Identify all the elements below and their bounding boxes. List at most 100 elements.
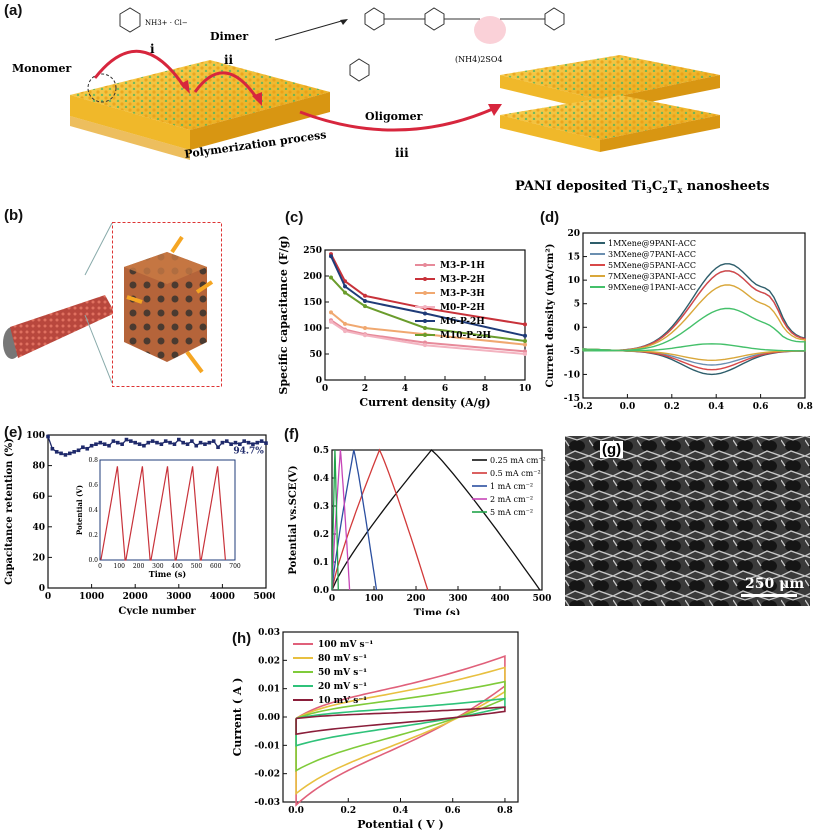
data-point <box>343 321 347 326</box>
y-axis-label: Capacitance retention (%) <box>4 438 15 585</box>
data-point <box>264 441 268 445</box>
y-tick-label: 10 <box>567 276 580 286</box>
data-point <box>159 442 164 446</box>
chart-e: 010002000300040005000020406080100Cycle n… <box>4 431 275 615</box>
reagent-nh3: NH3+ · Cl− <box>145 19 188 27</box>
ion-arrow <box>185 350 204 374</box>
x-tick-label: 400 <box>491 594 510 604</box>
data-point <box>238 442 242 446</box>
legend-label: 80 mV s⁻¹ <box>318 654 367 664</box>
y-tick-label: 0.0 <box>313 586 329 596</box>
inset-y-tick-label: 0.4 <box>88 507 98 514</box>
x-tick-label: 6 <box>442 384 448 394</box>
y-tick-label: 60 <box>32 492 45 502</box>
panel-g-label: (g) <box>600 441 624 458</box>
data-point <box>343 284 347 289</box>
data-point <box>259 439 264 443</box>
x-tick-label: 0.4 <box>393 806 409 816</box>
y-tick-label: 15 <box>567 253 580 263</box>
data-point <box>115 440 120 445</box>
data-point <box>246 440 251 445</box>
product-label: PANI deposited Ti3C2Tx nanosheets <box>515 179 769 195</box>
data-point <box>363 298 367 303</box>
data-point <box>89 443 94 448</box>
mxene-stack-right <box>500 55 720 152</box>
y-tick-label: -0.01 <box>254 741 280 751</box>
x-tick-label: 1000 <box>79 592 104 602</box>
arrow-step-ii <box>193 71 260 101</box>
data-point <box>63 453 68 457</box>
data-point <box>72 450 76 454</box>
legend-marker <box>423 319 427 323</box>
x-tick-label: 0.8 <box>497 806 513 816</box>
inset-y-tick-label: 0.6 <box>88 482 98 489</box>
y-axis-label: Potential vs.SCE(V) <box>288 465 299 574</box>
x-axis-label: Current density (A/g) <box>359 396 490 409</box>
data-point <box>198 440 203 445</box>
y-tick-label: -0.02 <box>254 770 280 780</box>
chart-d: -0.20.00.20.40.60.8-15-10-505101520Poten… <box>545 229 813 412</box>
data-point <box>111 439 116 443</box>
data-point <box>98 440 103 445</box>
data-point <box>343 290 347 295</box>
gcd-curve-1 mA cm⁻² <box>331 449 378 591</box>
panel-c-label: (c) <box>285 209 304 226</box>
dimer-structure <box>349 7 565 82</box>
data-point <box>203 442 207 446</box>
x-tick-label: 10 <box>519 384 532 394</box>
inset-y-tick-label: 0.0 <box>88 557 98 564</box>
data-point <box>329 275 333 280</box>
y-tick-label: 40 <box>32 523 45 533</box>
data-point <box>523 322 527 327</box>
data-point <box>523 333 527 338</box>
inset-frame <box>99 459 236 561</box>
reagent-aps: (NH4)2SO4 <box>455 55 503 64</box>
data-point <box>190 439 194 443</box>
inset-x-tick-label: 300 <box>152 563 164 570</box>
x-tick-label: -0.2 <box>573 402 592 412</box>
y-tick-label: 200 <box>303 272 322 282</box>
x-tick-label: 0.8 <box>797 402 813 412</box>
ion-arrow <box>170 235 184 254</box>
y-tick-label: 0 <box>316 376 322 386</box>
y-axis-label: Specific capacitance (F/g) <box>277 235 290 394</box>
legend-label: 10 mV s⁻¹ <box>318 696 367 706</box>
inset-gcd-curve <box>100 466 226 561</box>
data-point <box>150 439 155 443</box>
x-tick-label: 300 <box>449 594 468 604</box>
panel-a-label: (a) <box>4 2 23 19</box>
x-tick-label: 0 <box>45 592 51 602</box>
y-tick-label: 0.00 <box>258 713 280 723</box>
x-tick-label: 0 <box>322 384 328 394</box>
x-tick-label: 4 <box>402 384 408 394</box>
x-tick-label: 2 <box>362 384 368 394</box>
inset-y-label: Potential (V) <box>75 485 84 535</box>
data-point <box>120 442 124 446</box>
ion-arrow <box>126 295 143 304</box>
data-point <box>76 448 81 453</box>
data-point <box>233 440 238 445</box>
legend-label: 0.25 mA cm⁻² <box>490 456 546 465</box>
data-point <box>54 450 59 454</box>
x-tick-label: 0.6 <box>753 402 769 412</box>
panel-h-label: (h) <box>232 630 252 647</box>
y-tick-label: 0.2 <box>313 530 329 540</box>
data-point <box>59 451 63 456</box>
legend-label: 9MXene@1PANI-ACC <box>608 283 696 292</box>
mxene-sheet-left <box>70 60 330 160</box>
inset-x-tick-label: 0 <box>98 563 102 570</box>
step-ii: ii <box>224 53 234 67</box>
inset-x-tick-label: 600 <box>210 563 222 570</box>
data-point <box>220 440 225 445</box>
legend-label: M6-P-2H <box>440 317 485 327</box>
data-point <box>207 440 212 445</box>
x-axis-label: Time (s) <box>414 608 461 615</box>
data-point <box>46 434 50 439</box>
inset-x-tick-label: 400 <box>171 563 183 570</box>
data-point <box>50 446 55 451</box>
inset-x-tick-label: 500 <box>191 563 203 570</box>
data-point <box>124 437 129 442</box>
data-point <box>81 445 85 450</box>
step-iii: iii <box>395 146 409 160</box>
